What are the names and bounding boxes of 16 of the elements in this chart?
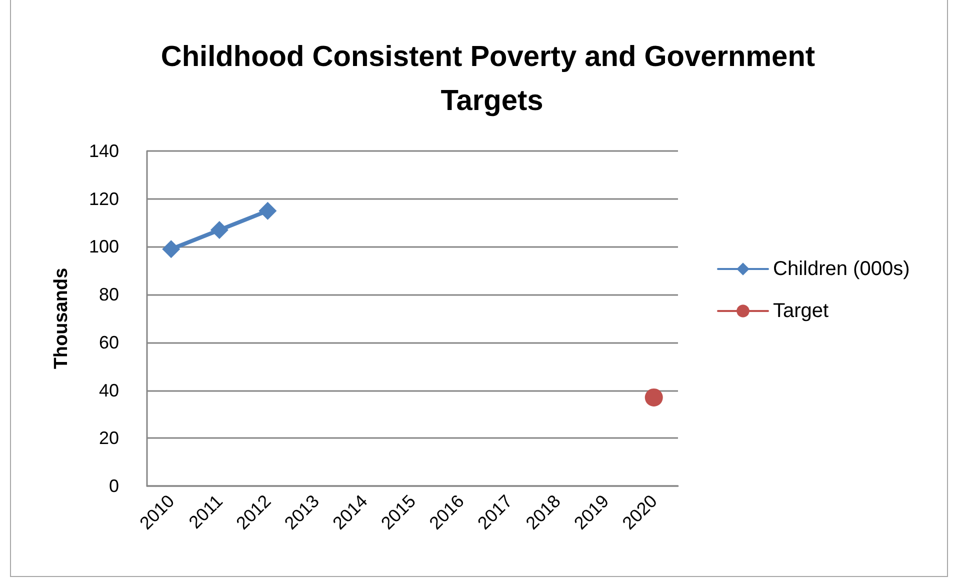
y-axis-title: Thousands	[51, 268, 72, 370]
y-tick-label: 60	[98, 332, 119, 352]
point	[162, 240, 180, 258]
y-tick-label: 100	[88, 236, 119, 257]
point	[644, 388, 663, 406]
legend-label: Children (000s)	[773, 258, 910, 280]
y-tick-label: 80	[98, 284, 119, 305]
chart-title: Childhood Consistent Poverty and Government Targets	[160, 41, 824, 117]
point	[258, 202, 277, 220]
y-tick-label: 40	[98, 380, 119, 400]
legend-label: Target	[773, 300, 830, 322]
y-tick-label: 20	[98, 428, 119, 448]
point	[210, 220, 228, 239]
y-tick-label: 120	[88, 188, 119, 209]
y-tick-label: 0	[108, 476, 119, 496]
y-tick-label: 140	[88, 141, 119, 161]
